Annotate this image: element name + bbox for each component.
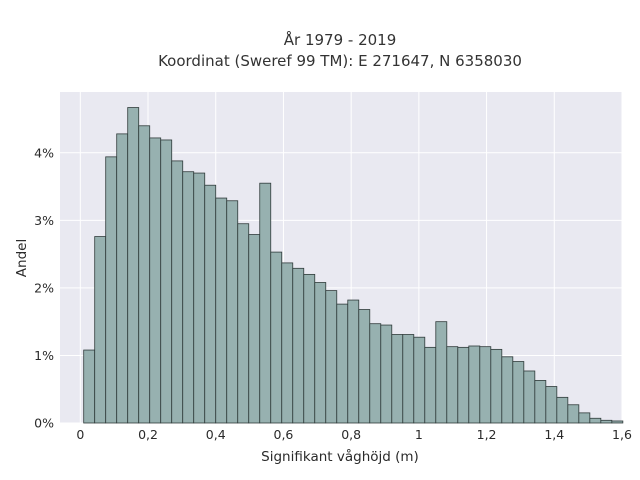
y-axis-label: Andel — [14, 239, 30, 277]
histogram-bar-11 — [204, 184, 217, 424]
histogram-bar-39 — [512, 361, 525, 424]
x-tick-label-8: 1,6 — [612, 427, 632, 442]
histogram-bar-47 — [600, 419, 613, 424]
histogram-bar-12 — [215, 197, 228, 424]
histogram-bar-20 — [303, 273, 316, 424]
y-tick-label-1: 1% — [34, 348, 54, 363]
y-tick-label-2: 2% — [34, 280, 54, 295]
histogram-bar-22 — [325, 290, 338, 424]
histogram-bars — [83, 107, 624, 424]
histogram-bar-37 — [490, 348, 503, 424]
x-axis-label: Signifikant våghöjd (m) — [261, 448, 419, 465]
y-tick-label-3: 3% — [34, 213, 54, 228]
x-tick-label-3: 0,6 — [274, 427, 294, 442]
histogram-bar-15 — [248, 234, 261, 424]
chart-title-line-2: Koordinat (Sweref 99 TM): E 271647, N 63… — [158, 52, 522, 70]
histogram-bar-0 — [83, 349, 96, 424]
histogram-bar-44 — [567, 404, 580, 424]
y-tick-label-4: 4% — [34, 145, 54, 160]
x-tick-label-1: 0,2 — [138, 427, 158, 442]
histogram-bar-31 — [424, 346, 437, 424]
histogram-bar-40 — [523, 370, 536, 424]
x-tick-label-2: 0,4 — [206, 427, 226, 442]
histogram-bar-41 — [534, 380, 547, 424]
histogram-bar-13 — [226, 200, 239, 424]
histogram-bar-9 — [182, 171, 195, 424]
histogram-bar-29 — [402, 334, 415, 424]
x-axis-ticks: 0 0,2 0,4 0,6 0,8 1 1,2 1,4 1,6 — [76, 427, 632, 442]
histogram-bar-19 — [292, 267, 305, 424]
histogram-bar-6 — [149, 137, 162, 424]
x-tick-label-6: 1,2 — [477, 427, 497, 442]
histogram-bar-24 — [347, 299, 360, 424]
histogram-bar-36 — [479, 346, 492, 424]
histogram-bar-5 — [138, 125, 151, 424]
histogram-bar-18 — [281, 262, 294, 424]
histogram-bar-48 — [611, 420, 624, 424]
x-tick-label-0: 0 — [76, 427, 84, 442]
histogram-bar-16 — [259, 182, 272, 424]
histogram-bar-7 — [160, 139, 173, 424]
histogram-bar-14 — [237, 223, 250, 424]
x-tick-label-5: 1 — [415, 427, 423, 442]
histogram-bar-2 — [105, 156, 118, 424]
histogram-bar-46 — [589, 417, 602, 424]
histogram-bar-30 — [413, 336, 426, 424]
y-axis-ticks: 0% 1% 2% 3% 4% — [34, 145, 54, 430]
histogram-bar-32 — [435, 321, 448, 424]
chart-title-line-1: År 1979 - 2019 — [284, 30, 397, 49]
x-tick-label-7: 1,4 — [544, 427, 564, 442]
histogram-bar-28 — [391, 334, 404, 424]
histogram-bar-3 — [116, 133, 129, 424]
histogram-bar-34 — [457, 346, 470, 424]
histogram-bar-26 — [369, 323, 382, 424]
histogram-bar-43 — [556, 396, 569, 424]
y-tick-label-0: 0% — [34, 416, 54, 431]
histogram-bar-8 — [171, 160, 184, 424]
histogram-bar-33 — [446, 346, 459, 424]
histogram-bar-10 — [193, 172, 206, 424]
histogram-bar-1 — [94, 236, 107, 424]
histogram-bar-42 — [545, 386, 558, 424]
histogram-bar-17 — [270, 251, 283, 424]
x-tick-label-4: 0,8 — [341, 427, 361, 442]
histogram-bar-23 — [336, 303, 349, 424]
histogram-bar-25 — [358, 309, 371, 424]
histogram-bar-35 — [468, 345, 481, 424]
histogram-bar-38 — [501, 356, 514, 424]
histogram-bar-27 — [380, 324, 393, 424]
histogram-bar-4 — [127, 107, 140, 424]
histogram-bar-21 — [314, 282, 327, 424]
histogram-bar-45 — [578, 412, 591, 424]
